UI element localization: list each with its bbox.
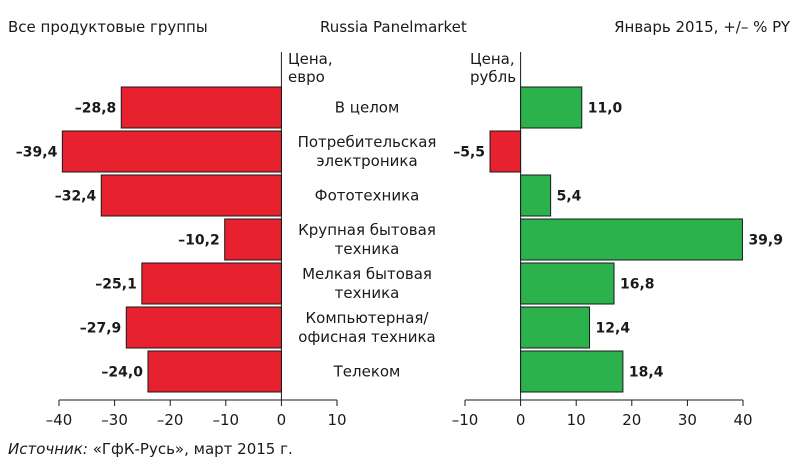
- left-tick-label: –30: [101, 411, 128, 429]
- source-text: «ГфК-Русь», март 2015 г.: [92, 440, 293, 458]
- right-bar: [520, 174, 552, 217]
- header-right: Январь 2015, +/– % PY: [614, 18, 790, 36]
- category-label: офисная техника: [298, 328, 435, 346]
- left-tick-label: –40: [46, 411, 73, 429]
- left-value-label: –24,0: [101, 365, 143, 381]
- category-label: В целом: [335, 99, 400, 117]
- source-label: Источник:: [8, 440, 88, 458]
- category-label: Фототехника: [315, 187, 420, 205]
- right-value-label: 18,4: [629, 365, 664, 381]
- left-value-label: –10,2: [178, 233, 220, 249]
- category-label: Компьютерная/: [306, 309, 430, 327]
- right-bar: [520, 218, 743, 261]
- source-note: Источник: «ГфК-Русь», март 2015 г.: [8, 440, 293, 458]
- right-tick-label: 0: [516, 411, 526, 429]
- left-value-label: –25,1: [95, 277, 137, 293]
- category-label: Мелкая бытовая: [302, 265, 432, 283]
- right-tick-label: 20: [622, 411, 641, 429]
- left-bar: [120, 86, 282, 129]
- right-value-label: 11,0: [588, 101, 623, 117]
- right-bar: [520, 86, 583, 129]
- right-tick-label: –10: [452, 411, 479, 429]
- left-bar: [141, 262, 282, 305]
- left-value-label: –39,4: [16, 145, 58, 161]
- header-left: Все продуктовые группы: [8, 18, 208, 36]
- category-label: Телеком: [333, 363, 401, 381]
- right-panel-title-line-2: рубль: [470, 68, 516, 86]
- right-bar: [520, 262, 615, 305]
- right-value-label: 16,8: [620, 277, 655, 293]
- right-panel-title-line-1: Цена,: [470, 50, 515, 68]
- category-label: техника: [335, 284, 400, 302]
- right-bar: [520, 306, 591, 349]
- left-bar: [61, 130, 282, 173]
- right-value-label: 5,4: [557, 189, 582, 205]
- left-tick-label: 0: [277, 411, 287, 429]
- left-bar: [147, 350, 282, 393]
- category-label: Крупная бытовая: [298, 221, 436, 239]
- right-bar: [489, 130, 522, 173]
- right-tick-label: 40: [733, 411, 752, 429]
- left-value-label: –27,9: [80, 321, 122, 337]
- left-tick-label: –10: [213, 411, 240, 429]
- right-tick-label: 10: [567, 411, 586, 429]
- category-label: техника: [335, 240, 400, 258]
- category-label: электроника: [316, 152, 417, 170]
- right-tick-label: 30: [678, 411, 697, 429]
- right-value-label: –5,5: [453, 145, 485, 161]
- left-bar: [224, 218, 282, 261]
- left-tick-label: –20: [157, 411, 184, 429]
- right-bar: [520, 350, 624, 393]
- right-value-label: 39,9: [748, 233, 783, 249]
- category-label: Потребительская: [298, 133, 437, 151]
- left-panel-title-line-2: евро: [288, 68, 325, 86]
- left-tick-label: 10: [327, 411, 346, 429]
- left-value-label: –32,4: [55, 189, 97, 205]
- left-bar: [125, 306, 282, 349]
- left-panel-title-line-1: Цена,: [288, 50, 333, 68]
- left-value-label: –28,8: [75, 101, 117, 117]
- right-value-label: 12,4: [596, 321, 631, 337]
- header-center: Russia Panelmarket: [320, 18, 467, 36]
- left-bar: [100, 174, 282, 217]
